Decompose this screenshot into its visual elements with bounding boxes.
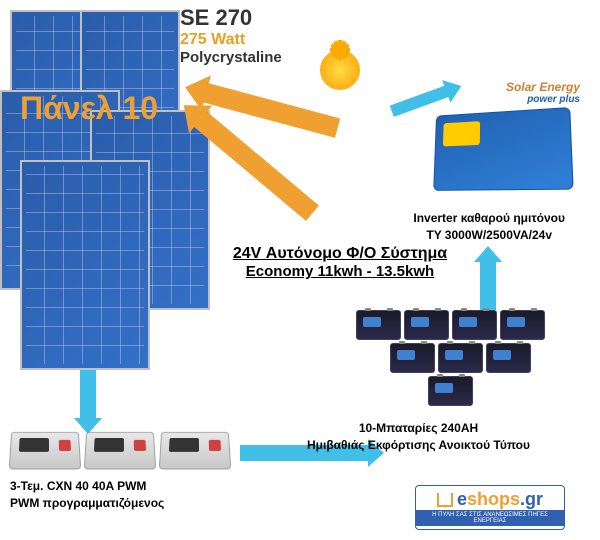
inverter-label: Inverter καθαρού ημιτόνου TY 3000W/2500V… xyxy=(413,210,565,244)
cart-icon xyxy=(437,493,453,507)
charge-controllers xyxy=(10,430,230,470)
panel-count-label: Πάνελ 10 xyxy=(20,90,158,127)
battery xyxy=(356,310,401,340)
panel-wattage: 275 Watt xyxy=(180,31,282,49)
inverter-device xyxy=(433,107,574,191)
battery xyxy=(428,376,473,406)
arrow-sun-to-inverter xyxy=(390,85,450,117)
system-voltage: 24V Αυτόνομο Φ/Ο Σύστημα xyxy=(220,245,460,263)
battery xyxy=(404,310,449,340)
battery-bank xyxy=(350,310,550,409)
panel-type: Polycrystaline xyxy=(180,49,282,66)
controller xyxy=(159,432,231,470)
eshops-logo: eshops.gr Η ΠΥΛΗ ΣΑΣ ΣΤΙΣ ΑΝΑΝΕΩΣΙΜΕΣ ΠΗ… xyxy=(415,485,565,530)
battery xyxy=(390,343,435,373)
panel-model: SE 270 xyxy=(180,5,282,31)
battery xyxy=(500,310,545,340)
controller-label: 3-Τεμ. CXN 40 40A PWM PWM προγραμματιζόμ… xyxy=(10,478,164,512)
battery-label: 10-Μπαταρίες 240AH Ημιβαθιάς Εκφόρτισης … xyxy=(307,420,530,454)
inverter-brand: Solar Energy power plus xyxy=(506,80,580,105)
arrow-panel-to-controller xyxy=(80,370,96,420)
sun-icon xyxy=(300,30,380,110)
system-capacity: Economy 11kwh - 13.5kwh xyxy=(220,263,460,280)
controller xyxy=(9,432,81,470)
solar-panel xyxy=(20,160,150,370)
panel-spec: SE 270 275 Watt Polycrystaline xyxy=(180,5,282,66)
battery xyxy=(486,343,531,373)
battery xyxy=(452,310,497,340)
battery xyxy=(438,343,483,373)
controller xyxy=(84,432,156,470)
system-title: 24V Αυτόνομο Φ/Ο Σύστημα Economy 11kwh -… xyxy=(220,245,460,280)
arrow-battery-to-inverter xyxy=(480,260,496,310)
